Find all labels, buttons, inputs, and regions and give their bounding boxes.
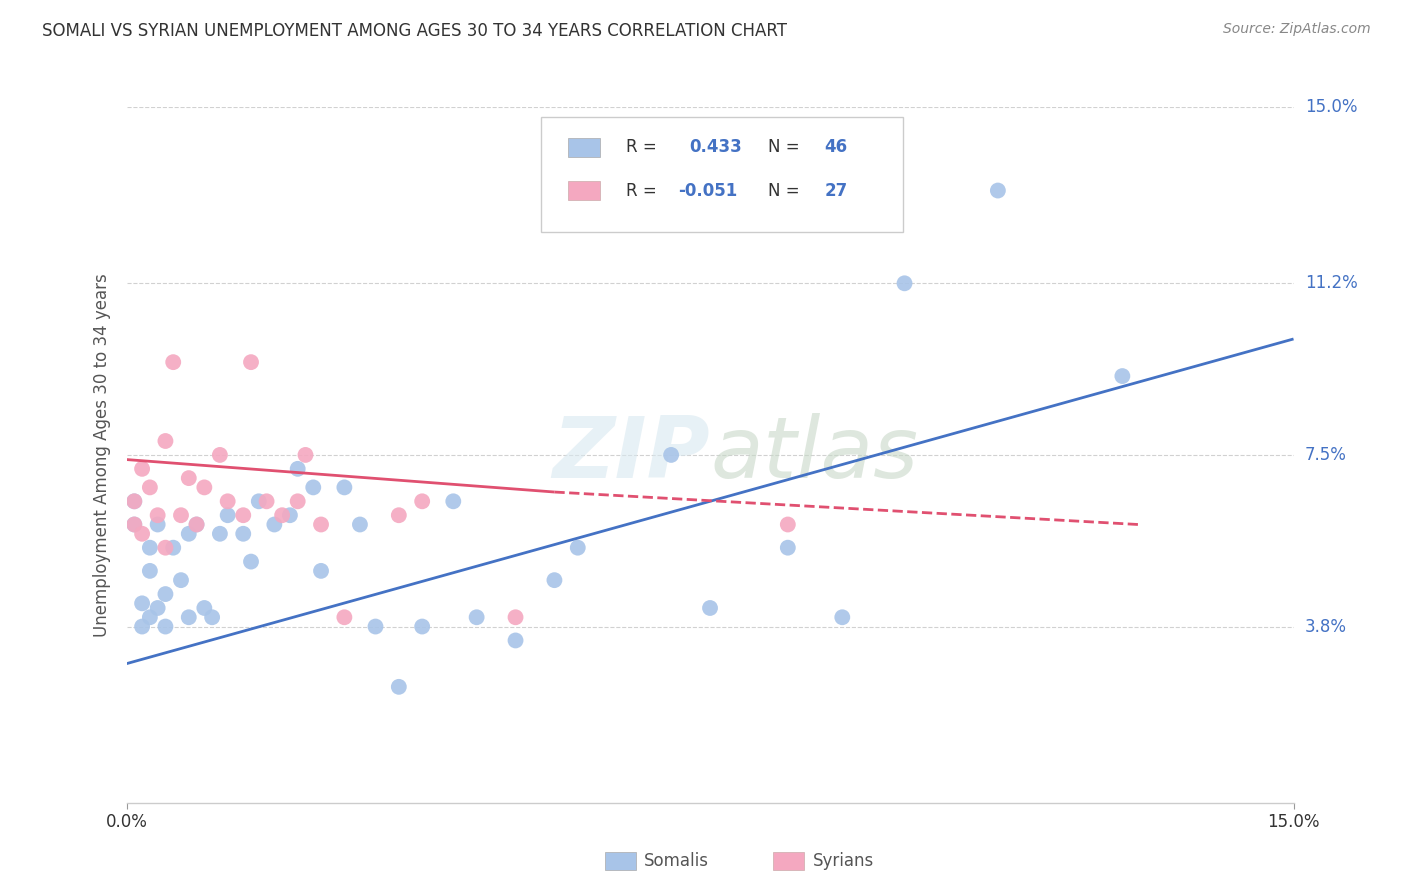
Point [465,610,488,624]
Point [388,680,411,694]
Text: N =: N = [768,182,806,200]
Point [155,541,177,555]
Point [155,587,177,601]
Point [441,494,464,508]
Point [263,517,285,532]
Point [139,541,162,555]
Point [193,480,215,494]
Point [193,601,215,615]
Text: Source: ZipAtlas.com: Source: ZipAtlas.com [1223,22,1371,37]
Text: 11.2%: 11.2% [1305,275,1357,293]
Text: atlas: atlas [710,413,918,497]
Point [776,517,799,532]
Text: SOMALI VS SYRIAN UNEMPLOYMENT AMONG AGES 30 TO 34 YEARS CORRELATION CHART: SOMALI VS SYRIAN UNEMPLOYMENT AMONG AGES… [42,22,787,40]
Point [1111,369,1133,384]
Text: -0.051: -0.051 [679,182,738,200]
Point [131,619,153,633]
Point [256,494,278,508]
Point [309,517,332,532]
Point [146,601,169,615]
Point [247,494,270,508]
Text: 15.0%: 15.0% [1305,98,1357,116]
Point [893,277,915,291]
Text: 0.433: 0.433 [689,138,742,156]
Point [186,517,208,532]
Point [567,541,589,555]
Point [349,517,371,532]
Point [139,480,162,494]
Point [139,610,162,624]
Text: 7.5%: 7.5% [1305,446,1347,464]
Point [232,508,254,523]
Text: N =: N = [768,138,806,156]
Point [987,184,1010,198]
Point [201,610,224,624]
Point [776,541,799,555]
Point [124,517,146,532]
Point [278,508,301,523]
Point [543,573,565,587]
Point [621,193,644,207]
Point [162,541,184,555]
Point [177,526,200,541]
Point [411,494,433,508]
Point [217,508,239,523]
Point [388,508,411,523]
Point [333,610,356,624]
Text: Somalis: Somalis [644,852,709,870]
FancyBboxPatch shape [541,118,903,232]
Point [170,508,193,523]
Point [170,573,193,587]
Point [240,555,263,569]
FancyBboxPatch shape [568,181,600,201]
Point [831,610,853,624]
Text: 27: 27 [824,182,848,200]
Text: R =: R = [626,138,662,156]
Point [287,462,309,476]
Point [124,494,146,508]
Text: 3.8%: 3.8% [1305,617,1347,635]
FancyBboxPatch shape [568,137,600,157]
Point [124,517,146,532]
Point [131,596,153,610]
Point [139,564,162,578]
Point [177,471,200,485]
Point [294,448,316,462]
Point [287,494,309,508]
Point [131,526,153,541]
Point [155,434,177,448]
Text: Syrians: Syrians [813,852,875,870]
Point [131,462,153,476]
Y-axis label: Unemployment Among Ages 30 to 34 years: Unemployment Among Ages 30 to 34 years [93,273,111,637]
Point [659,448,682,462]
Point [146,508,169,523]
Text: ZIP: ZIP [553,413,710,497]
Point [177,610,200,624]
Point [155,619,177,633]
Point [271,508,294,523]
Point [309,564,332,578]
Point [232,526,254,541]
Point [186,517,208,532]
Point [364,619,387,633]
Point [208,448,231,462]
Point [240,355,263,369]
Point [505,633,527,648]
Text: 46: 46 [824,138,848,156]
Text: R =: R = [626,182,662,200]
Point [333,480,356,494]
Point [699,601,721,615]
Point [162,355,184,369]
Point [208,526,231,541]
Point [505,610,527,624]
Point [302,480,325,494]
Point [146,517,169,532]
Point [411,619,433,633]
Point [124,494,146,508]
Point [217,494,239,508]
